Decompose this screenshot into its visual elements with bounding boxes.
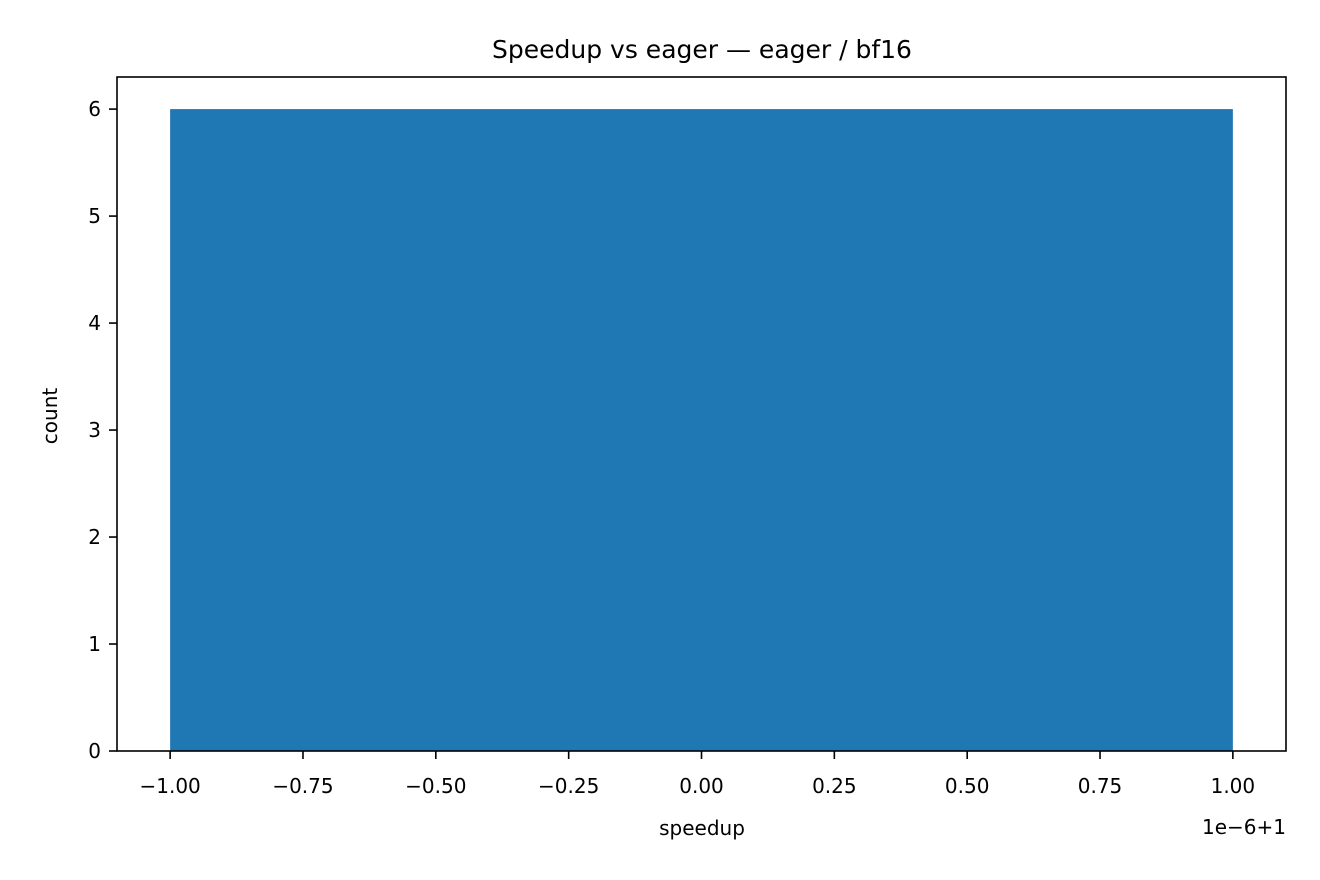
bars-group [170,109,1233,752]
x-ticks-group: −1.00 −0.75 −0.50 −0.25 0.00 0.25 0.50 0.75 1.00 [139,751,1255,798]
y-tick-label: 5 [88,204,101,228]
x-tick-label: 0.50 [945,774,990,798]
x-axis-offset-label: 1e−6+1 [1202,815,1286,839]
y-tick-label: 4 [88,311,101,335]
x-tick-label: −0.50 [405,774,466,798]
x-tick-label: 1.00 [1211,774,1256,798]
chart-title: Speedup vs eager — eager / bf16 [492,35,912,64]
y-tick-label: 2 [88,525,101,549]
x-axis-label: speedup [659,816,745,840]
y-axis-label: count [38,388,62,445]
x-tick-label: 0.75 [1078,774,1123,798]
y-tick-label: 1 [88,632,101,656]
x-tick-label: 0.00 [679,774,724,798]
y-ticks-group: 0 1 2 3 4 5 6 [88,97,117,763]
x-tick-label: 0.25 [812,774,857,798]
histogram-bar [170,109,1233,752]
y-tick-label: 6 [88,97,101,121]
x-tick-label: −1.00 [139,774,200,798]
y-tick-label: 3 [88,418,101,442]
y-tick-label: 0 [88,739,101,763]
x-tick-label: −0.75 [272,774,333,798]
x-tick-label: −0.25 [538,774,599,798]
